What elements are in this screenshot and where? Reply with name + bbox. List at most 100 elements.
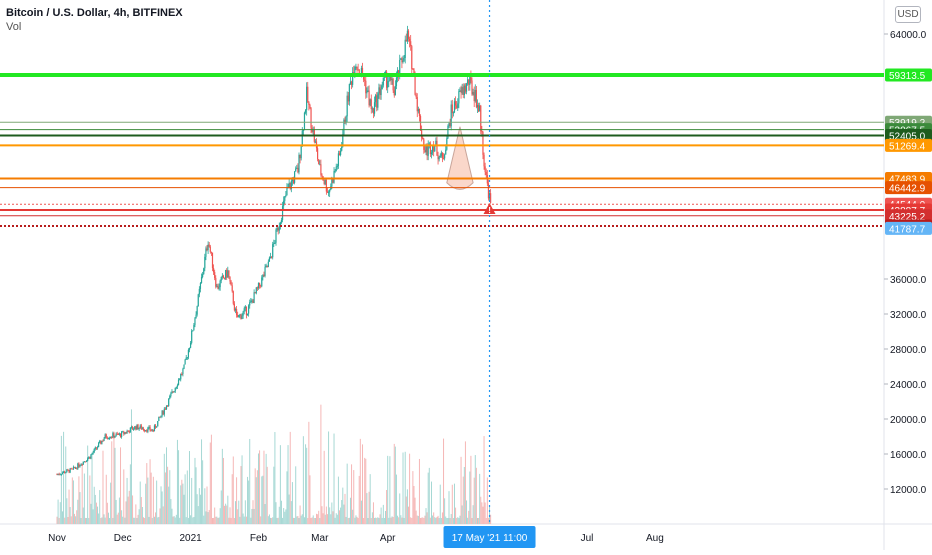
volume-bar <box>340 507 342 524</box>
volume-bar <box>374 517 376 524</box>
candle-body <box>307 86 309 102</box>
volume-bar <box>318 510 320 524</box>
volume-bar <box>244 500 246 524</box>
candle-body <box>152 429 154 432</box>
volume-bar <box>128 490 130 524</box>
candle-body <box>349 81 352 84</box>
volume-bar <box>127 496 129 524</box>
candle-body <box>299 154 301 159</box>
candle-body <box>378 87 380 94</box>
candle-body <box>271 256 273 258</box>
candle-body <box>346 95 348 117</box>
candle-body <box>458 91 460 104</box>
volume-bar <box>237 509 239 524</box>
candle-body <box>253 292 255 303</box>
candle-body <box>357 69 359 71</box>
candle-body <box>400 58 402 60</box>
triangle-drawing[interactable] <box>446 126 474 190</box>
volume-bar <box>134 517 136 524</box>
volume-bar <box>265 453 267 524</box>
candle-body <box>280 219 283 223</box>
volume-bar <box>104 517 106 524</box>
x-tick-label: 2021 <box>179 533 202 544</box>
candle-body <box>128 430 130 433</box>
candle-body <box>69 468 71 473</box>
candle-body <box>426 146 428 156</box>
volume-bar <box>380 507 382 524</box>
candle-body <box>85 460 88 462</box>
candle-body <box>131 427 134 430</box>
candle-body <box>265 265 267 268</box>
candle-body <box>290 181 292 189</box>
volume-bar <box>215 516 217 524</box>
volume-bar <box>76 510 78 524</box>
candle-body <box>79 465 81 467</box>
volume-bar <box>98 513 100 524</box>
candle-body <box>437 155 439 160</box>
price-level-tag <box>885 209 932 223</box>
candle-body <box>115 433 117 437</box>
candle-body <box>366 90 368 94</box>
candle-body <box>431 145 434 153</box>
volume-bar <box>86 517 88 524</box>
volume-bar <box>102 450 104 524</box>
volume-bar <box>117 512 119 524</box>
volume-bar <box>399 493 401 524</box>
candle-body <box>329 189 331 193</box>
candle-body <box>417 109 419 112</box>
volume-bar <box>224 505 226 524</box>
candle-body <box>187 349 189 358</box>
volume-bar <box>404 451 406 524</box>
candle-body <box>481 131 483 133</box>
candle-body <box>226 269 228 278</box>
volume-bar <box>446 517 448 524</box>
candle-body <box>94 447 96 449</box>
volume-bar <box>389 456 391 524</box>
candle-body <box>191 330 193 343</box>
volume-bar <box>366 493 368 524</box>
candle-body <box>471 80 473 95</box>
candle-body <box>341 146 343 151</box>
candle-body <box>469 75 471 85</box>
candle-body <box>58 473 60 475</box>
x-tick-label: Dec <box>114 533 132 544</box>
candle-body <box>57 473 59 475</box>
alert-icon[interactable] <box>483 203 496 214</box>
volume-bar <box>141 506 143 524</box>
currency-button[interactable]: USD <box>895 6 921 23</box>
volume-bar <box>288 494 290 524</box>
volume-bar <box>313 517 315 524</box>
volume-bar <box>357 517 359 524</box>
candle-body <box>327 192 330 194</box>
volume-bar <box>56 516 58 524</box>
volume-bar <box>143 517 145 524</box>
volume-bar <box>367 518 369 524</box>
volume-bar <box>174 517 176 524</box>
candle-body <box>477 105 480 112</box>
volume-bar <box>459 515 461 524</box>
volume-bar <box>81 464 83 524</box>
volume-bar <box>175 514 177 524</box>
volume-bar <box>438 518 440 524</box>
volume-bar <box>284 511 286 524</box>
volume-bar <box>113 437 115 524</box>
candle-body <box>159 416 161 418</box>
volume-bar <box>316 513 318 524</box>
volume-bar <box>280 500 282 524</box>
candle-body <box>75 467 77 469</box>
candle-body <box>185 357 187 360</box>
volume-bar <box>386 489 388 524</box>
x-tick-label: Feb <box>250 533 268 544</box>
candle-body <box>367 90 369 92</box>
volume-bar <box>65 446 67 524</box>
volume-bar <box>450 514 452 524</box>
volume-bar <box>266 466 268 524</box>
candle-body <box>430 152 433 155</box>
volume-bar <box>148 516 150 524</box>
volume-bar <box>136 517 138 524</box>
volume-bar <box>423 517 425 524</box>
volume-bar <box>299 505 301 524</box>
volume-bar <box>263 450 265 524</box>
